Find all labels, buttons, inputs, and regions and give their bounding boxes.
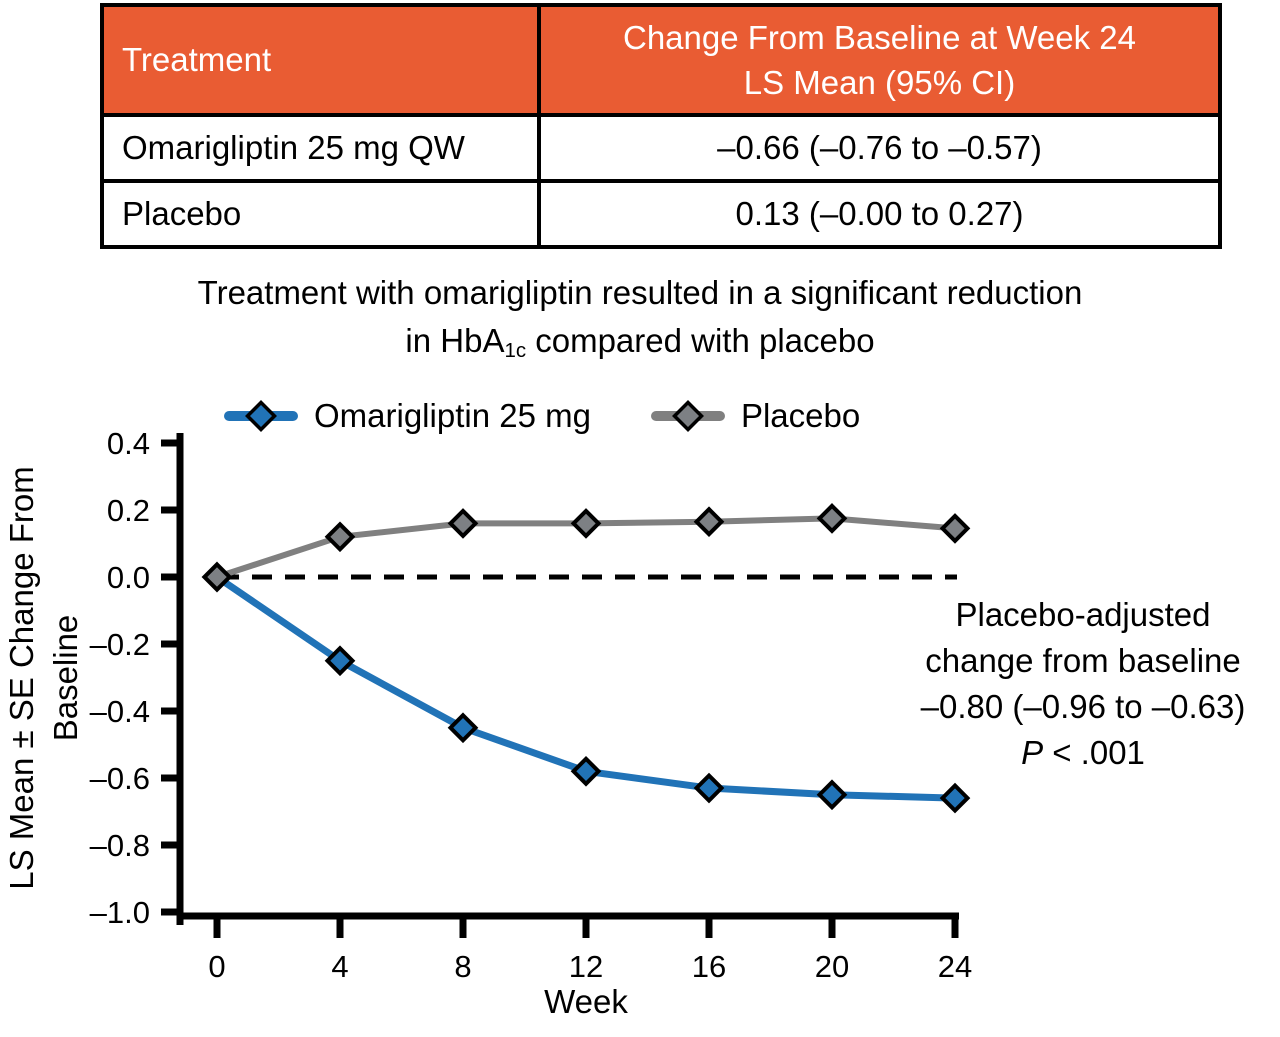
y-tick-label: –0.8 [90,828,150,863]
y-axis-label: LS Mean ± SE Change From Baseline [0,398,88,958]
caption-line2-subscript: 1c [504,338,527,362]
data-point-placebo-week-8 [447,508,479,539]
y-tick-label: –0.6 [90,761,150,796]
annotation-p-rest: < .001 [1043,734,1145,771]
x-tick-label: 16 [692,949,726,984]
x-tick-label: 4 [331,949,348,984]
header-treatment-label: Treatment [122,41,272,78]
annotation-pvalue: P < .001 [886,730,1280,776]
data-point-placebo-week-0 [201,561,233,593]
table-header-treatment: Treatment [100,3,541,117]
data-point-omarigliptin-week-16 [693,772,725,804]
x-tick-label: 8 [454,949,471,984]
legend: Omarigliptin 25 mg Placebo [222,397,860,435]
data-point-placebo-week-16 [693,506,725,538]
data-point-omarigliptin-week-24 [939,782,971,814]
annotation-line2: change from baseline [925,642,1241,679]
annotation-line3: –0.80 (–0.96 to –0.63) [920,688,1246,725]
legend-label-placebo: Placebo [740,397,861,434]
y-tick-label: –0.2 [90,627,150,662]
treatment-cell: Omarigliptin 25 mg QW [100,113,541,183]
legend-marker-omarigliptin-icon [224,400,298,432]
figure-caption: Treatment with omarigliptin resulted in … [0,269,1280,370]
data-point-omarigliptin-week-20 [816,779,848,811]
legend-label-omarigliptin: Omarigliptin 25 mg [314,397,591,434]
y-tick-label: –0.4 [90,694,150,729]
y-tick-label: 0.4 [107,426,150,461]
value-cell: –0.66 (–0.76 to –0.57) [537,113,1222,183]
legend-item-placebo: Placebo [649,397,860,435]
treatment-cell: Placebo [100,179,541,249]
y-tick-label: –1.0 [90,895,150,930]
y-tick-label: 0.2 [107,493,150,528]
legend-diamond-icon [245,400,277,432]
y-axis-label-line2: Baseline [47,614,84,742]
header-change-line2: LS Mean (95% CI) [743,64,1016,101]
caption-line1: Treatment with omarigliptin resulted in … [197,274,1083,311]
table-header-change: Change From Baseline at Week 24 LS Mean … [537,3,1222,117]
value-cell: 0.13 (–0.00 to 0.27) [537,179,1222,249]
table-row: Omarigliptin 25 mg QW –0.66 (–0.76 to –0… [100,113,1222,183]
x-tick-label: 0 [208,949,225,984]
table-header-row: Treatment Change From Baseline at Week 2… [100,3,1222,117]
table-row: Placebo 0.13 (–0.00 to 0.27) [100,179,1222,249]
annotation-p-symbol: P [1021,734,1044,771]
caption-line2-suffix: compared with placebo [526,322,875,359]
data-point-placebo-week-4 [324,521,356,553]
x-tick-label: 24 [938,949,972,984]
y-tick-label: 0.0 [107,560,150,595]
annotation: Placebo-adjusted change from baseline –0… [886,592,1280,776]
data-point-omarigliptin-week-8 [447,712,479,744]
annotation-line1: Placebo-adjusted [955,596,1211,633]
x-tick-label: 20 [815,949,849,984]
summary-table: Treatment Change From Baseline at Week 2… [100,3,1222,249]
y-axis-label-line1: LS Mean ± SE Change From [3,466,40,890]
data-point-omarigliptin-week-12 [570,755,602,787]
data-point-placebo-week-12 [570,508,602,539]
data-point-placebo-week-20 [816,503,848,534]
legend-marker-placebo-icon [650,400,725,432]
x-tick-label: 12 [569,949,603,984]
caption-line2-prefix: in HbA [405,322,505,359]
data-point-placebo-week-24 [939,513,971,544]
legend-item-omarigliptin: Omarigliptin 25 mg [222,397,591,435]
header-change-line1: Change From Baseline at Week 24 [623,19,1136,56]
x-axis-label: Week [544,983,628,1020]
legend-diamond-icon [671,400,704,432]
data-point-omarigliptin-week-4 [324,645,356,677]
caption-line2: in HbA1c compared with placebo [0,317,1280,370]
